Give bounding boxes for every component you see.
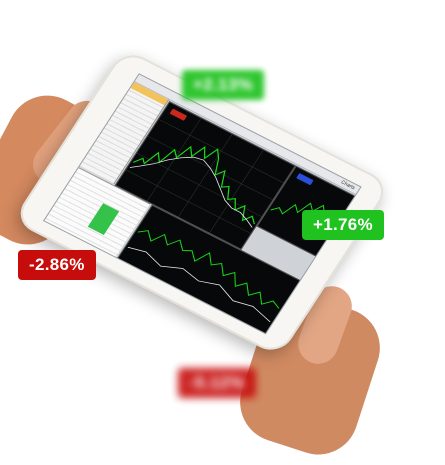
change-badge-up: +1.76% (302, 210, 384, 240)
change-badge-down: -5.12% (178, 368, 256, 398)
secondary-chart-bottom[interactable] (117, 204, 301, 335)
selected-rows-highlight (87, 203, 120, 235)
change-badge-up: +2.13% (182, 70, 264, 100)
trading-terminal-screen: Charts (43, 73, 362, 335)
secondary-chart-bottom-graphic (127, 230, 280, 323)
main-price-chart[interactable] (114, 101, 296, 250)
change-badge-down: -2.86% (18, 250, 96, 280)
main-chart-graphic (125, 118, 284, 234)
